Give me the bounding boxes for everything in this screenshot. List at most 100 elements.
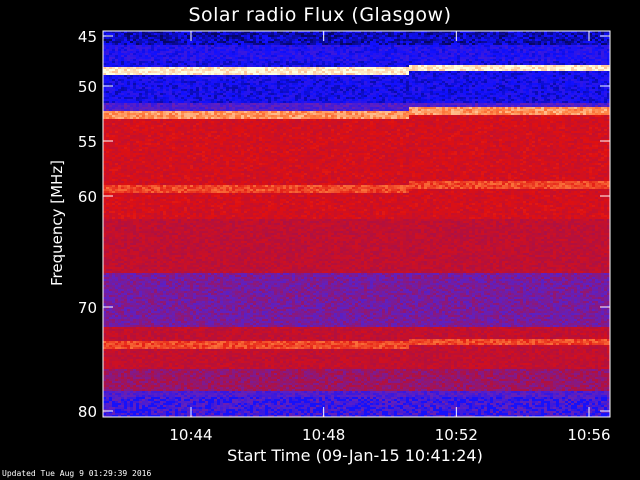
heatmap-cell (340, 33, 343, 35)
heatmap-cell (532, 43, 535, 45)
heatmap-cell (346, 41, 349, 43)
heatmap-cell (109, 39, 112, 41)
heatmap-cell (124, 37, 127, 39)
heatmap-cell (442, 35, 445, 37)
heatmap-cell (457, 41, 460, 43)
heatmap-cell (463, 37, 466, 39)
heatmap-cell (331, 41, 334, 43)
heatmap-cell (139, 35, 142, 37)
heatmap-cell (481, 39, 484, 41)
heatmap-cell (169, 41, 172, 43)
heatmap-cell (388, 35, 391, 37)
heatmap-cell (253, 43, 256, 45)
heatmap-cell (475, 35, 478, 37)
heatmap-cell (274, 37, 277, 39)
heatmap-cell (466, 33, 469, 35)
heatmap-cell (340, 35, 343, 37)
heatmap-cell (454, 43, 457, 45)
heatmap-cell (160, 35, 163, 37)
heatmap-cell (445, 35, 448, 37)
heatmap-cell (577, 37, 580, 39)
heatmap-cell (358, 39, 361, 41)
heatmap-cell (403, 37, 406, 39)
heatmap-cell (571, 41, 574, 43)
heatmap-cell (493, 37, 496, 39)
heatmap-cell (124, 33, 127, 35)
heatmap-cell (109, 37, 112, 39)
heatmap-cell (145, 35, 148, 37)
heatmap-cell (331, 39, 334, 41)
heatmap-cell (346, 37, 349, 39)
heatmap-cell (400, 43, 403, 45)
heatmap-cell (196, 33, 199, 35)
heatmap-cell (361, 35, 364, 37)
heatmap-cell (577, 43, 580, 45)
heatmap-cell (430, 39, 433, 41)
heatmap-cell (325, 43, 328, 45)
heatmap-cell (241, 39, 244, 41)
heatmap-cell (511, 39, 514, 41)
heatmap-cell (307, 35, 310, 37)
heatmap-cell (196, 43, 199, 45)
heatmap-cell (238, 35, 241, 37)
heatmap-cell (448, 37, 451, 39)
heatmap-cell (106, 33, 109, 35)
heatmap-cell (124, 43, 127, 45)
heatmap-cell (184, 43, 187, 45)
heatmap-cell (268, 37, 271, 39)
heatmap-cell (403, 43, 406, 45)
heatmap-cell (259, 43, 262, 45)
heatmap-cell (154, 39, 157, 41)
heatmap-cell (478, 41, 481, 43)
heatmap-cell (229, 37, 232, 39)
heatmap-cell (466, 35, 469, 37)
heatmap-cell (220, 39, 223, 41)
heatmap-cell (595, 43, 598, 45)
heatmap-cell (283, 41, 286, 43)
heatmap-cell (217, 39, 220, 41)
heatmap-cell (289, 33, 292, 35)
heatmap-cell (367, 39, 370, 41)
heatmap-cell (517, 39, 520, 41)
heatmap-cell (367, 37, 370, 39)
heatmap-cell (415, 35, 418, 37)
heatmap-cell (151, 33, 154, 35)
heatmap-cell (151, 35, 154, 37)
heatmap-cell (349, 35, 352, 37)
heatmap-cell (238, 43, 241, 45)
heatmap-cell (508, 41, 511, 43)
heatmap-cell (118, 43, 121, 45)
heatmap-cell (133, 35, 136, 37)
heatmap-cell (364, 43, 367, 45)
heatmap-cell (334, 33, 337, 35)
heatmap-cell (340, 37, 343, 39)
heatmap-cell (301, 35, 304, 37)
heatmap-cell (289, 41, 292, 43)
heatmap-cell (514, 37, 517, 39)
heatmap-cell (190, 41, 193, 43)
heatmap-cell (205, 33, 208, 35)
heatmap-cell (487, 43, 490, 45)
heatmap-cell (394, 41, 397, 43)
heatmap-cell (313, 43, 316, 45)
heatmap-cell (244, 33, 247, 35)
heatmap-cell (190, 43, 193, 45)
heatmap-cell (181, 35, 184, 37)
heatmap-cell (433, 41, 436, 43)
heatmap-cell (178, 39, 181, 41)
heatmap-cell (268, 35, 271, 37)
heatmap-cell (265, 33, 268, 35)
heatmap-cell (514, 33, 517, 35)
heatmap-cell (361, 37, 364, 39)
heatmap-cell (403, 35, 406, 37)
heatmap-cell (445, 39, 448, 41)
heatmap-cell (568, 41, 571, 43)
heatmap-cell (214, 43, 217, 45)
heatmap-cell (229, 39, 232, 41)
heatmap-cell (574, 33, 577, 35)
heatmap-cell (514, 43, 517, 45)
heatmap-cell (550, 39, 553, 41)
heatmap-cell (502, 37, 505, 39)
heatmap-cell (364, 37, 367, 39)
heatmap-cell (508, 33, 511, 35)
